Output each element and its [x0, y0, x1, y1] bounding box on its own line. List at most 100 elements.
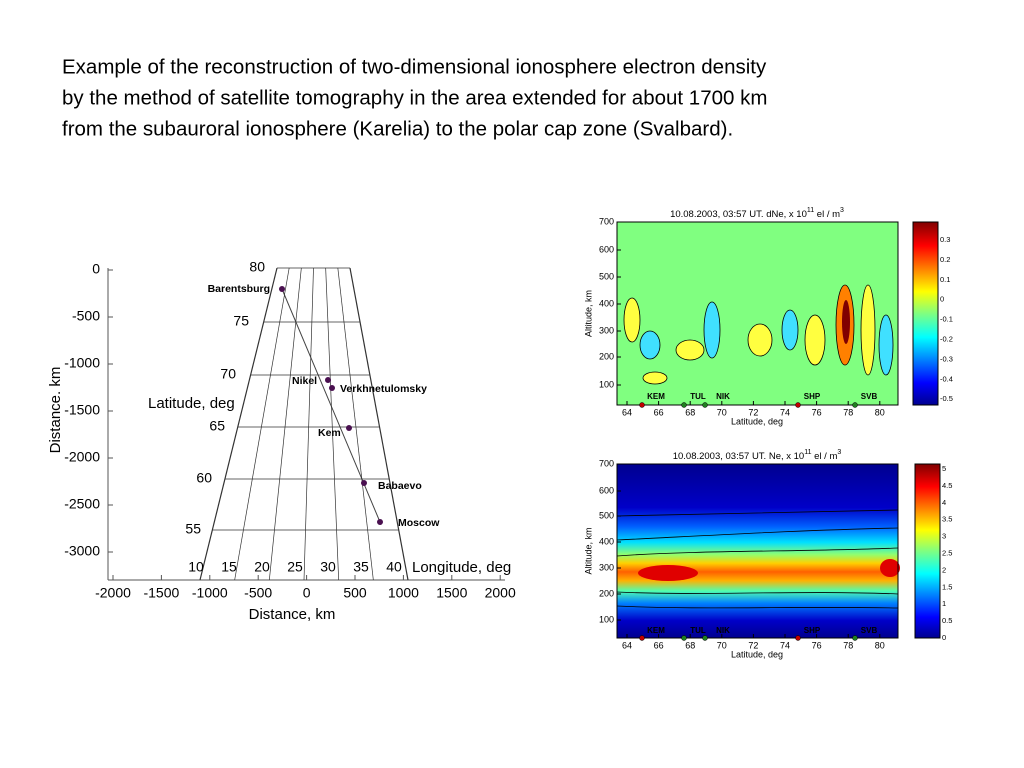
- colorbar-label: 0.2: [940, 255, 950, 264]
- latitude-label: 75: [233, 313, 249, 329]
- colorbar-label: -0.2: [940, 334, 953, 343]
- title-part: 11: [807, 207, 814, 214]
- x-tick-label: 64: [622, 407, 632, 417]
- station-label: Kem: [318, 427, 341, 439]
- colorbar-label: 4.5: [942, 481, 952, 490]
- x-axis-label: Latitude, deg: [731, 416, 783, 426]
- x-tick-label: 70: [717, 640, 727, 650]
- plot-frame: [616, 463, 899, 639]
- x-tick-label: -1500: [143, 585, 179, 601]
- y-tick-label: 100: [599, 614, 614, 624]
- y-tick-label: -1000: [64, 355, 100, 371]
- station-dot: [377, 519, 383, 525]
- x-tick-label: 1500: [436, 585, 467, 601]
- map-axes: [107, 268, 505, 581]
- x-tick-label: 0: [303, 585, 311, 601]
- x-tick-label: 2000: [485, 585, 516, 601]
- y-tick-label: 100: [599, 379, 614, 389]
- title-part: 10.08.2003, 03:57 UT. Ne, x 10: [673, 451, 805, 462]
- station-dot: [702, 402, 708, 408]
- station-label: KEM: [647, 392, 665, 401]
- caption-line: Example of the reconstruction of two-dim…: [62, 55, 767, 78]
- x-tick-label: -500: [244, 585, 272, 601]
- latitude-label: 80: [249, 259, 265, 275]
- station-label: Barentsburg: [208, 283, 270, 295]
- station-label: TUL: [690, 626, 706, 635]
- x-tick-label: 1000: [388, 585, 419, 601]
- y-tick-label: 500: [599, 510, 614, 520]
- station-label: Nikel: [292, 375, 317, 387]
- y-tick-label: 600: [599, 244, 614, 254]
- x-tick-label: 72: [748, 407, 758, 417]
- caption-line: by the method of satellite tomography in…: [62, 86, 767, 109]
- plot-title: 10.08.2003, 03:57 UT. dNe, x 1011 el / m…: [670, 207, 844, 220]
- colorbar-label: 0: [942, 633, 946, 642]
- station-dot: [795, 402, 801, 408]
- title-part: 3: [837, 449, 841, 456]
- meridian: [325, 267, 340, 581]
- meridian: [268, 267, 302, 581]
- station-dot: [639, 402, 645, 408]
- station-label: NIK: [716, 392, 730, 401]
- station-label: Moscow: [398, 517, 440, 529]
- colorbar-label: 1.5: [942, 582, 952, 591]
- station-label: SHP: [804, 392, 821, 401]
- x-tick-label: 68: [685, 407, 695, 417]
- dne-field: [617, 222, 898, 405]
- station-dot: [346, 425, 352, 431]
- title-part: el / m: [812, 451, 838, 462]
- colorbar-label: 3.5: [942, 515, 952, 524]
- station-label: Verkhnetulomsky: [340, 383, 427, 395]
- y-tick-label: 400: [599, 298, 614, 308]
- longitude-label: 30: [320, 559, 336, 575]
- station-label: SHP: [804, 626, 821, 635]
- x-tick-label: 74: [780, 640, 790, 650]
- colorbar-label: 0.1: [940, 275, 950, 284]
- station-dot: [702, 635, 708, 641]
- station-dot: [329, 385, 335, 391]
- colorbar-label: 5: [942, 464, 946, 473]
- y-tick-label: 600: [599, 485, 614, 495]
- longitude-label: 35: [353, 559, 369, 575]
- title-part: 11: [804, 449, 811, 456]
- x-tick-label: 64: [622, 640, 632, 650]
- y-axis-label: Altitude, km: [583, 527, 593, 574]
- colorbar-label: 1: [942, 599, 946, 608]
- y-tick-label: 200: [599, 588, 614, 598]
- x-tick-label: 72: [748, 640, 758, 650]
- meridian: [349, 267, 409, 581]
- x-tick-label: 66: [654, 640, 664, 650]
- y-tick-label: -1500: [64, 402, 100, 418]
- station-dot: [852, 402, 858, 408]
- colorbar: [912, 221, 939, 406]
- longitude-title: Longitude, deg: [412, 559, 511, 576]
- x-tick-label: 80: [875, 640, 885, 650]
- station-label: SVB: [861, 392, 878, 401]
- colorbar-label: -0.5: [940, 394, 953, 403]
- x-axis-label: Distance, km: [249, 606, 336, 623]
- colorbar-label: 0.3: [940, 235, 950, 244]
- colorbar-label: 3: [942, 532, 946, 541]
- caption-line: from the subauroral ionosphere (Karelia)…: [62, 117, 733, 140]
- y-tick-label: 0: [92, 261, 100, 277]
- meridian: [337, 267, 374, 581]
- latitude-label: 70: [220, 366, 236, 382]
- colorbar-label: 0.5: [942, 616, 952, 625]
- station-dot: [279, 286, 285, 292]
- title-part: 3: [840, 207, 844, 214]
- y-tick-label: 300: [599, 562, 614, 572]
- station-dot: [795, 635, 801, 641]
- y-tick-label: -2000: [64, 449, 100, 465]
- ne-field: [616, 464, 900, 638]
- y-axis-label: Distance. km: [47, 367, 64, 454]
- x-tick-label: 76: [812, 407, 822, 417]
- x-tick-label: 76: [812, 640, 822, 650]
- y-tick-label: 700: [599, 216, 614, 226]
- y-tick-label: 700: [599, 458, 614, 468]
- y-tick-label: -2500: [64, 496, 100, 512]
- colorbar: [914, 463, 941, 639]
- station-dot: [639, 635, 645, 641]
- y-axis-label: Altitude, km: [583, 290, 593, 337]
- x-tick-label: 66: [654, 407, 664, 417]
